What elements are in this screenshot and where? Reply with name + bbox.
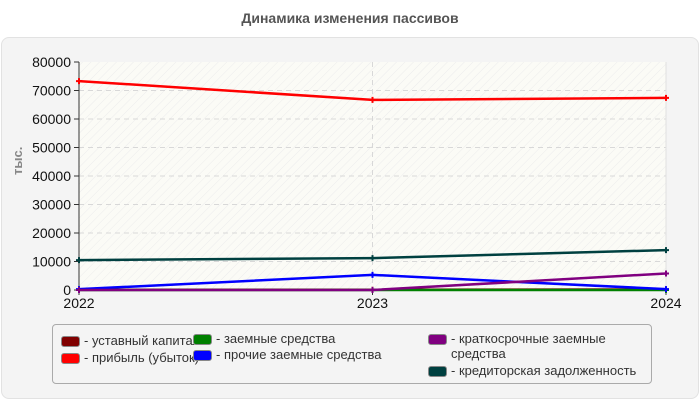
x-tick-label: 2024 [650,295,681,311]
chart-title: Динамика изменения пассивов [241,10,459,26]
legend-item-accounts-payable: - кредиторская задолженность [428,363,636,378]
legend-swatch-icon [61,353,80,364]
y-tick-label: 60000 [32,111,71,127]
legend-item-other-borrowed: - прочие заемные средства [193,347,381,362]
legend: - уставный капитал - прибыль (убыток) - … [52,324,652,384]
x-tick-label: 2023 [357,295,388,311]
data-point-marker [663,247,669,254]
y-tick-label: 40000 [32,168,71,184]
y-tick-label: 80000 [32,54,71,70]
x-tick-label: 2022 [63,295,94,311]
data-point-marker [663,286,669,293]
data-point-marker [369,96,376,103]
data-point-marker [369,271,376,278]
y-tick-label: 0 [63,282,71,298]
data-point-marker [76,287,82,293]
data-point-marker [76,257,82,264]
data-point-marker [663,270,669,277]
y-tick-label: 50000 [32,140,71,156]
y-tick-label: 70000 [32,83,71,99]
data-point-marker [663,94,669,101]
y-tick-label: 30000 [32,197,71,213]
legend-item-charter-capital: - уставный капитал [61,333,200,348]
legend-item-short-term-borrowed: - краткосрочные заемные средства [428,331,648,361]
series-lines [76,78,669,293]
data-point-marker [369,255,376,262]
data-point-marker [76,78,82,85]
y-axis-label: тыс. [10,146,25,175]
legend-item-borrowed-funds: - заемные средства [193,331,335,346]
y-tick-label: 10000 [32,254,71,270]
y-tick-label: 20000 [32,225,71,241]
legend-swatch-icon [61,336,80,347]
legend-swatch-icon [428,334,447,345]
legend-item-profit: - прибыль (убыток) [61,350,199,365]
data-point-marker [369,287,376,293]
legend-swatch-icon [193,334,212,345]
legend-swatch-icon [428,366,447,377]
legend-swatch-icon [193,350,212,361]
